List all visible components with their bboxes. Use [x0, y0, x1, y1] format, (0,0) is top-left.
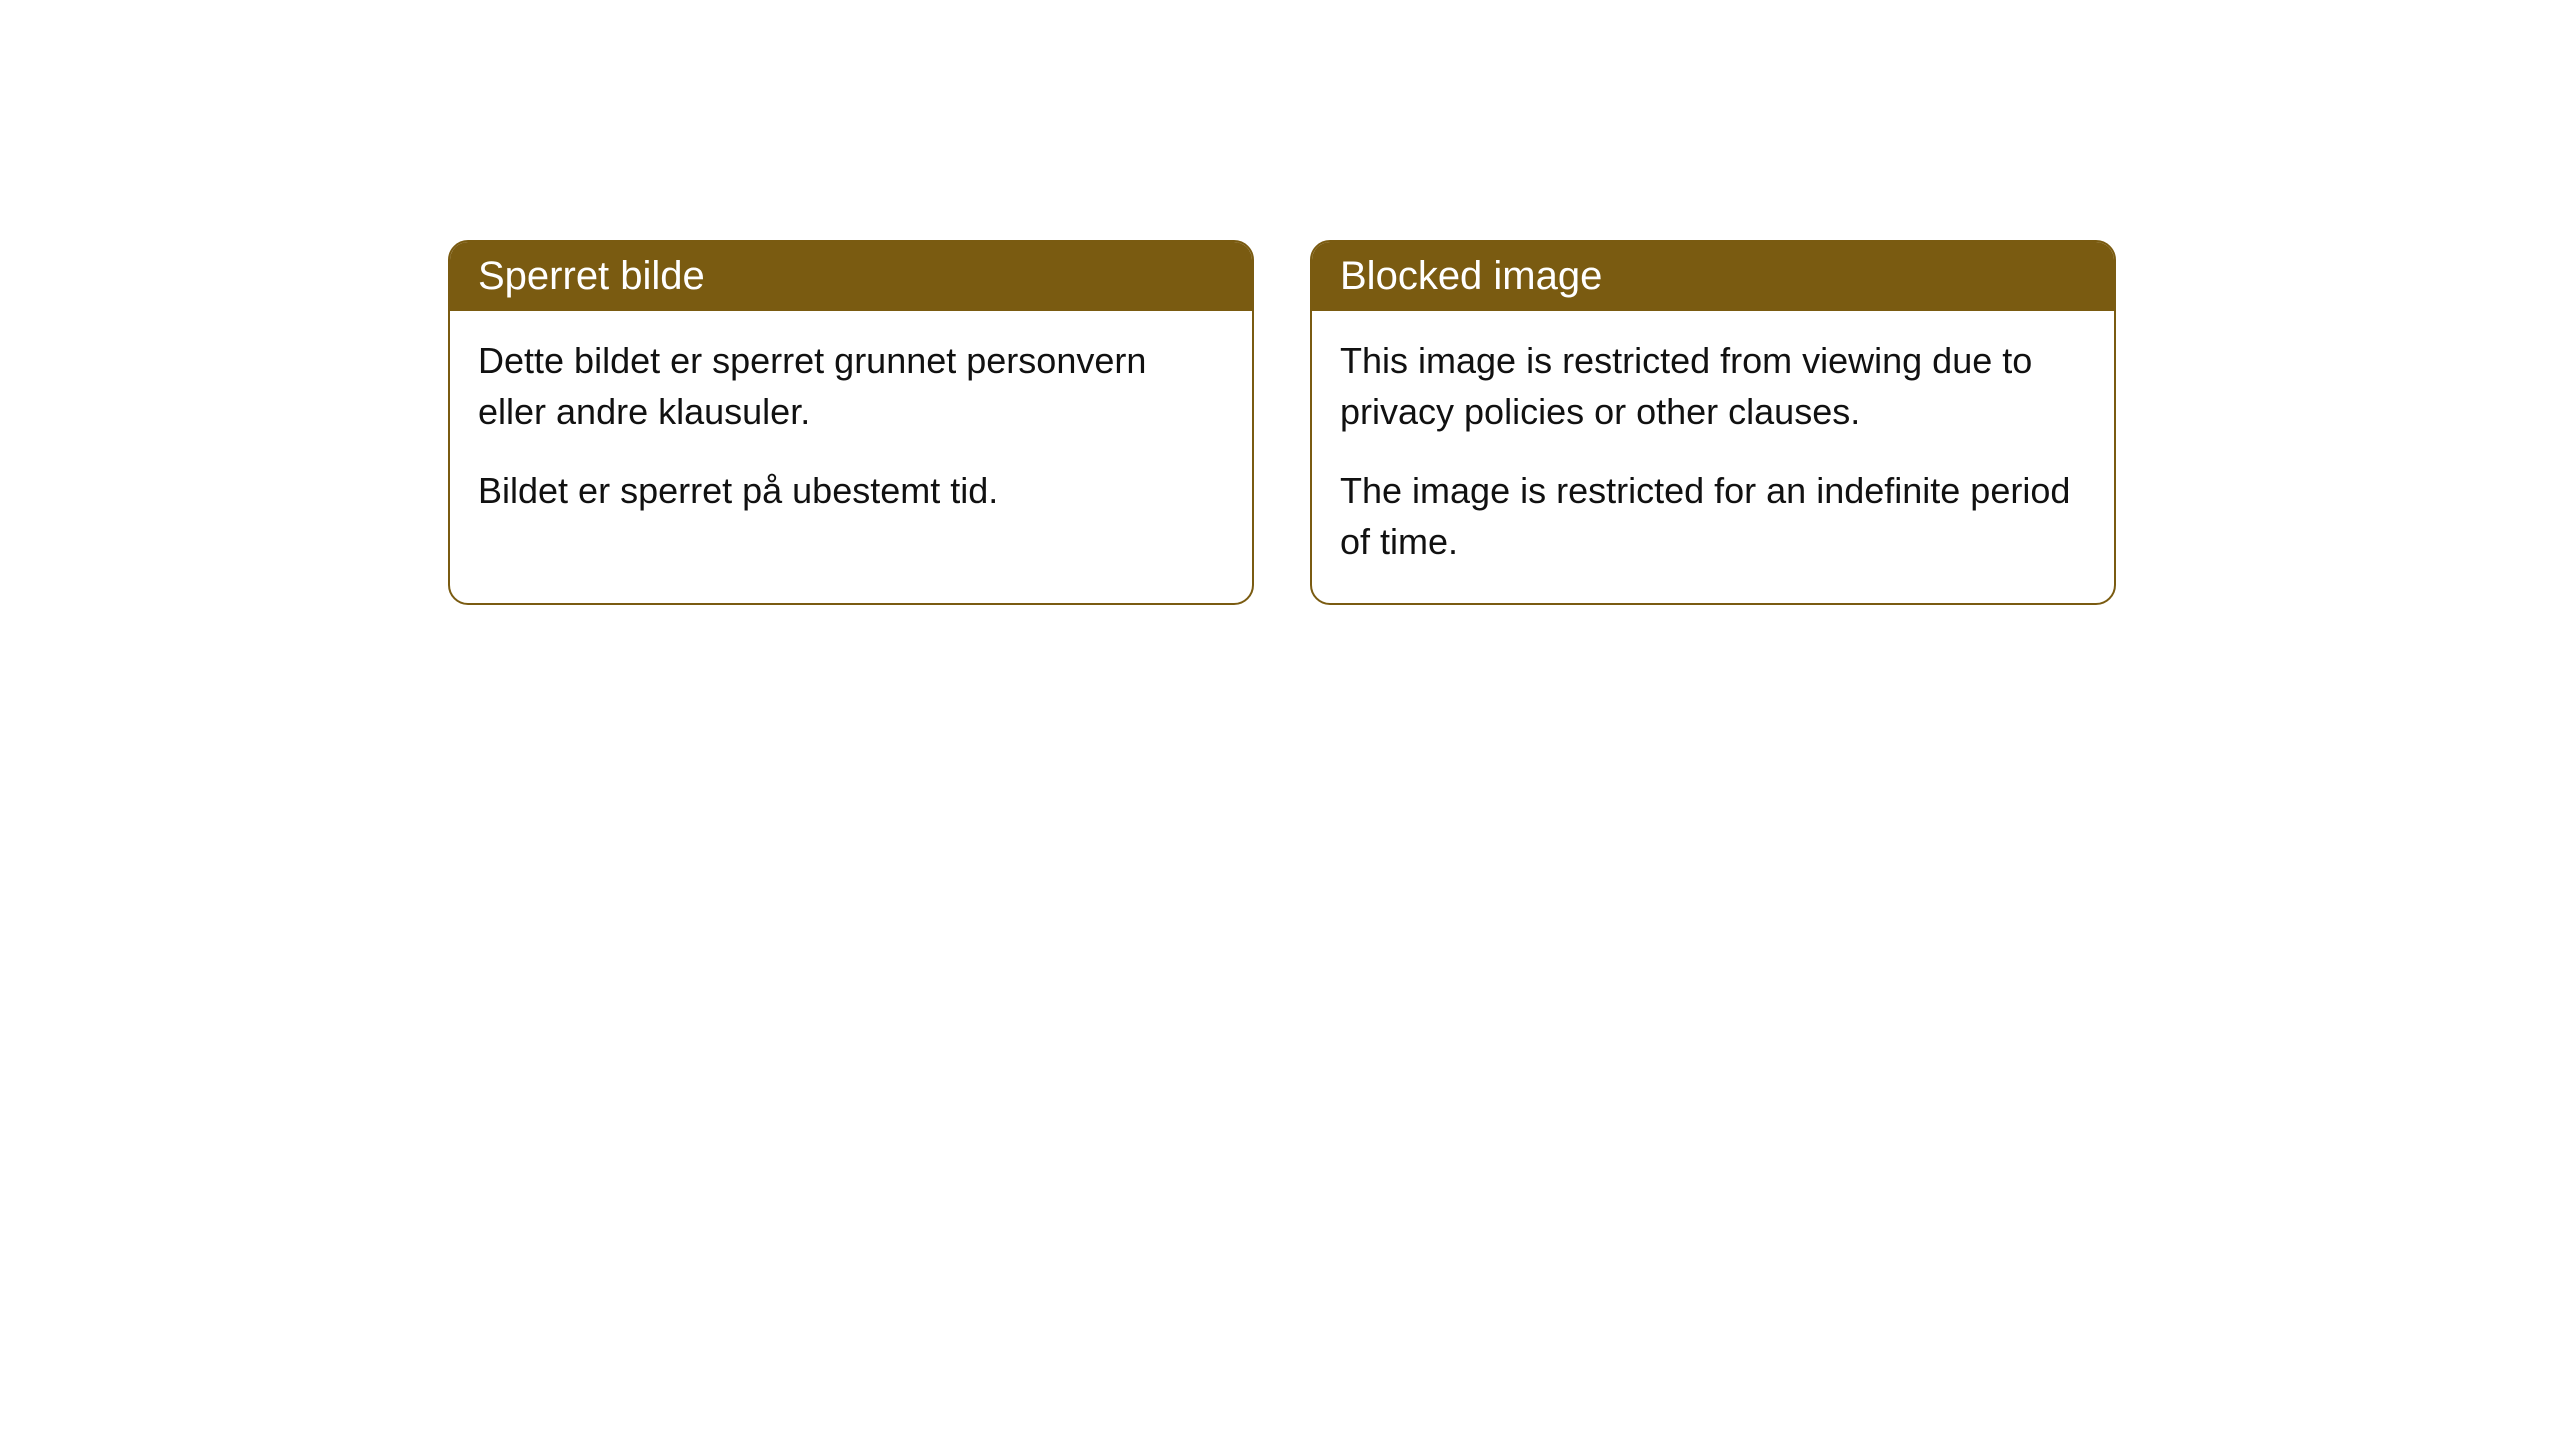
card-norwegian: Sperret bilde Dette bildet er sperret gr… [448, 240, 1254, 605]
card-header-norwegian: Sperret bilde [450, 242, 1252, 311]
card-paragraph: The image is restricted for an indefinit… [1340, 465, 2086, 567]
card-body-norwegian: Dette bildet er sperret grunnet personve… [450, 311, 1252, 552]
card-title: Blocked image [1340, 254, 1602, 298]
card-header-english: Blocked image [1312, 242, 2114, 311]
card-paragraph: This image is restricted from viewing du… [1340, 335, 2086, 437]
card-english: Blocked image This image is restricted f… [1310, 240, 2116, 605]
card-body-english: This image is restricted from viewing du… [1312, 311, 2114, 603]
card-paragraph: Bildet er sperret på ubestemt tid. [478, 465, 1224, 516]
card-title: Sperret bilde [478, 254, 705, 298]
card-paragraph: Dette bildet er sperret grunnet personve… [478, 335, 1224, 437]
cards-container: Sperret bilde Dette bildet er sperret gr… [448, 240, 2116, 605]
